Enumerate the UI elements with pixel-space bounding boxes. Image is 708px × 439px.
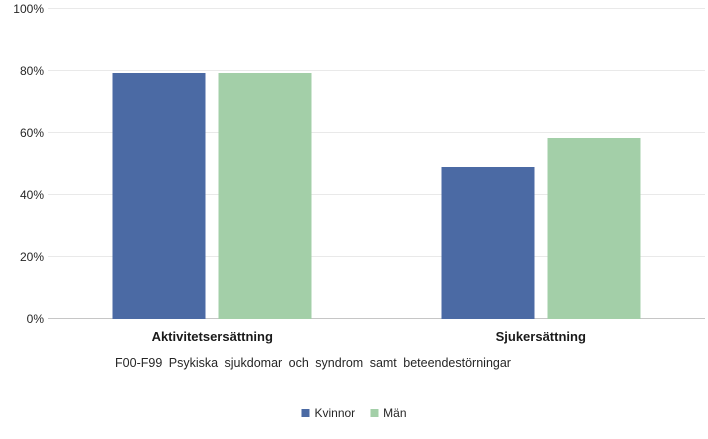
plot-area: [48, 8, 705, 319]
legend-label: Kvinnor: [314, 406, 356, 420]
category-label: Aktivitetsersättning: [151, 329, 273, 344]
bar-group: [441, 9, 641, 319]
bar-män: [547, 137, 641, 319]
y-tick-label: 80%: [19, 64, 44, 78]
legend-swatch-icon: [301, 409, 310, 417]
gridline: [48, 70, 705, 71]
bar-kvinnor: [441, 167, 535, 319]
category-label: Sjukersättning: [495, 329, 586, 344]
legend-swatch-icon: [370, 409, 379, 417]
y-axis: 0% 20% 40% 60% 80% 100%: [0, 2, 44, 326]
y-tick-label: 100%: [13, 2, 44, 16]
gridline: [48, 194, 705, 195]
y-tick-label: 40%: [19, 188, 44, 202]
gridline: [48, 132, 705, 133]
y-tick-label: 60%: [19, 126, 44, 140]
y-tick-label: 0%: [26, 312, 44, 326]
x-axis-categories: Aktivitetsersättning Sjukersättning: [48, 329, 705, 347]
legend: Kvinnor Män: [301, 406, 407, 420]
bar-män: [218, 72, 312, 319]
bar-kvinnor: [112, 72, 206, 319]
x-axis-title: F00-F99 Psykiska sjukdomar och syndrom s…: [115, 356, 511, 370]
legend-item-män: Män: [370, 406, 407, 420]
x-axis-line: [48, 318, 705, 319]
gridline: [48, 256, 705, 257]
bar-group: [112, 9, 312, 319]
legend-item-kvinnor: Kvinnor: [301, 406, 355, 420]
y-tick-label: 20%: [19, 250, 44, 264]
legend-label: Män: [383, 406, 407, 420]
gridline: [48, 8, 705, 9]
